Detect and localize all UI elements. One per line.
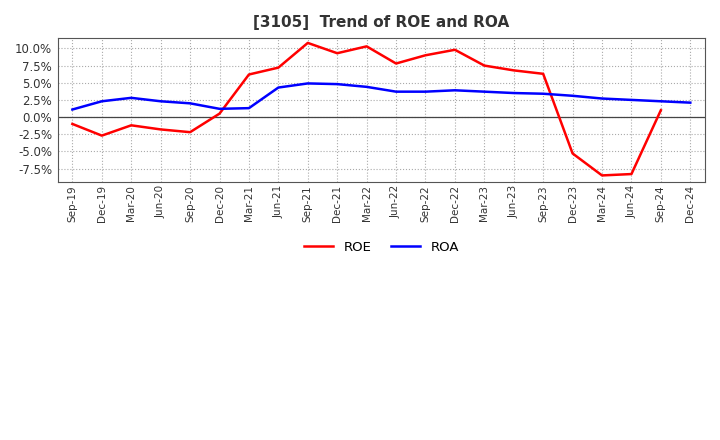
ROA — [156, 99, 165, 104]
ROE — [451, 47, 459, 52]
ROA — [568, 93, 577, 99]
ROE — [333, 51, 341, 56]
ROA — [215, 106, 224, 111]
ROA — [97, 99, 106, 104]
ROA — [68, 107, 77, 112]
ROA — [657, 99, 665, 104]
ROE — [362, 44, 371, 49]
ROA — [303, 81, 312, 86]
ROA — [539, 91, 547, 96]
ROE — [274, 65, 283, 70]
ROA — [186, 101, 194, 106]
ROA — [392, 89, 400, 94]
ROE — [127, 123, 135, 128]
ROE — [156, 127, 165, 132]
ROA — [127, 95, 135, 100]
ROE — [539, 71, 547, 77]
ROE — [97, 133, 106, 138]
ROA — [362, 84, 371, 89]
ROE — [245, 72, 253, 77]
ROE — [657, 107, 665, 113]
Title: [3105]  Trend of ROE and ROA: [3105] Trend of ROE and ROA — [253, 15, 510, 30]
ROA — [421, 89, 430, 94]
ROA — [274, 85, 283, 90]
ROE — [186, 129, 194, 135]
ROA — [333, 81, 341, 87]
ROA — [627, 97, 636, 103]
ROE — [598, 173, 606, 178]
ROA — [686, 100, 695, 105]
Line: ROA: ROA — [73, 84, 690, 110]
Legend: ROE, ROA: ROE, ROA — [298, 236, 464, 259]
ROA — [598, 96, 606, 101]
ROA — [245, 106, 253, 111]
ROE — [510, 68, 518, 73]
ROE — [421, 53, 430, 58]
ROE — [392, 61, 400, 66]
ROA — [510, 90, 518, 95]
ROE — [303, 40, 312, 46]
ROE — [68, 121, 77, 127]
ROE — [215, 111, 224, 116]
ROA — [451, 88, 459, 93]
ROE — [480, 63, 489, 68]
Line: ROE: ROE — [73, 43, 661, 176]
ROE — [568, 151, 577, 156]
ROA — [480, 89, 489, 94]
ROE — [627, 172, 636, 177]
